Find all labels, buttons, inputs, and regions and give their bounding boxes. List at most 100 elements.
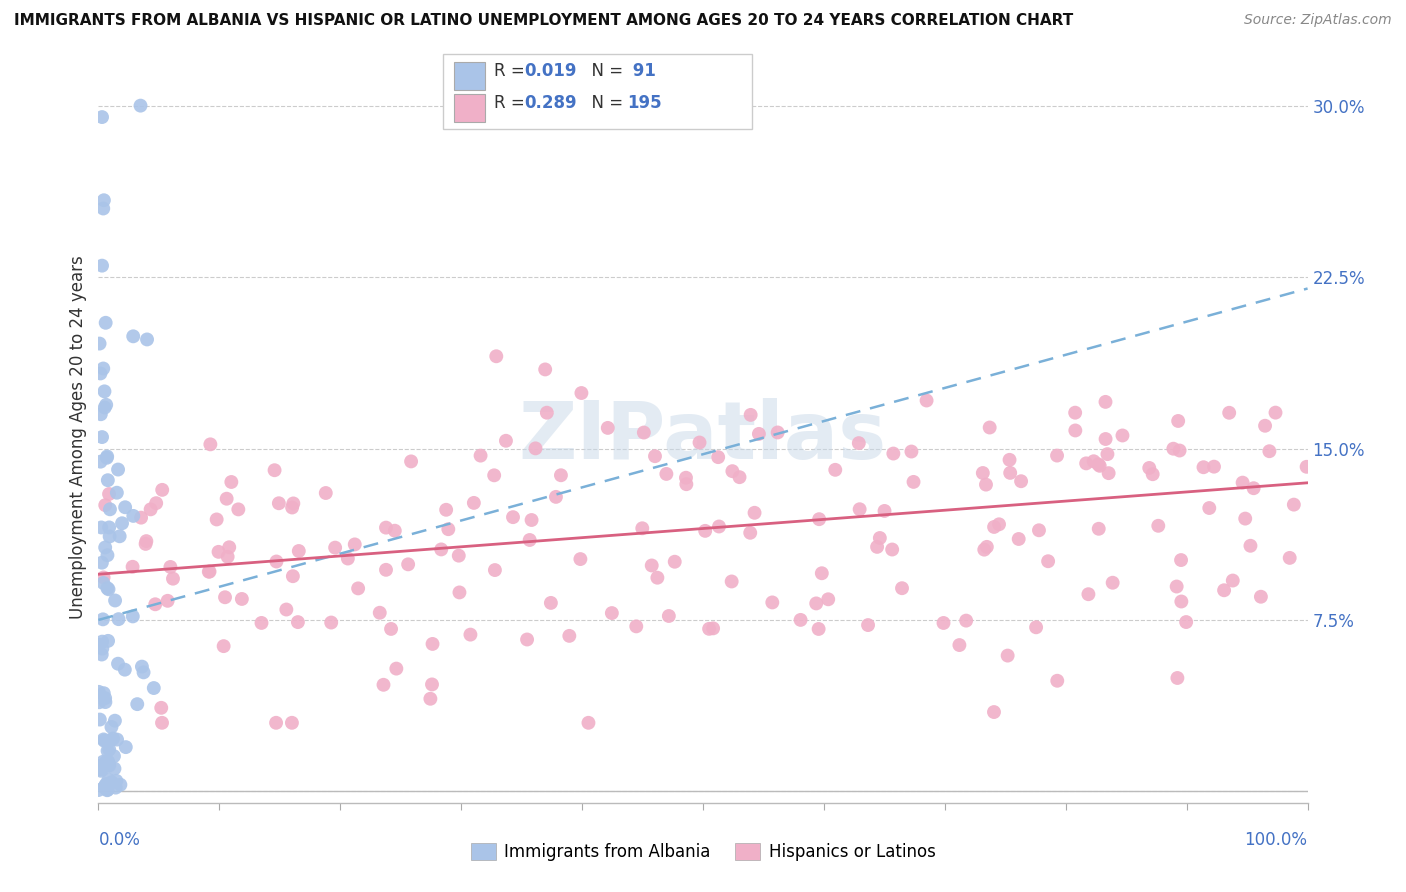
Point: [93, 732, 115, 747]
Point: [336, 551, 359, 566]
Point: [94, 755, 117, 769]
Point: [94, 779, 117, 793]
Point: [231, 591, 253, 606]
Point: [482, 468, 505, 483]
Point: [288, 544, 311, 558]
Point: [100, 775, 122, 789]
Point: [93, 570, 115, 584]
Point: [90, 648, 112, 662]
Point: [93, 576, 115, 591]
Point: [1264, 406, 1286, 420]
Point: [198, 565, 221, 579]
Point: [1008, 532, 1031, 546]
Point: [98, 758, 121, 772]
Point: [972, 466, 994, 480]
Text: 0.019: 0.019: [524, 62, 576, 79]
Point: [697, 622, 720, 636]
Point: [281, 500, 304, 515]
Point: [96, 548, 118, 562]
Point: [973, 542, 995, 557]
Point: [281, 715, 304, 730]
Point: [744, 506, 766, 520]
Point: [1218, 406, 1240, 420]
Point: [89, 336, 111, 351]
Point: [250, 615, 273, 630]
Point: [343, 537, 366, 551]
Point: [647, 571, 669, 585]
Text: R =: R =: [494, 62, 530, 79]
Point: [97, 633, 120, 648]
Point: [988, 517, 1011, 532]
Point: [1101, 575, 1123, 590]
Point: [200, 437, 222, 451]
Point: [104, 780, 127, 795]
Point: [129, 98, 152, 112]
Point: [94, 498, 117, 512]
Point: [569, 552, 592, 566]
Text: Source: ZipAtlas.com: Source: ZipAtlas.com: [1244, 13, 1392, 28]
Text: N =: N =: [581, 94, 628, 112]
Point: [807, 622, 830, 636]
Point: [882, 542, 904, 557]
Point: [91, 202, 114, 216]
Point: [596, 421, 619, 435]
Point: [98, 529, 121, 543]
Point: [215, 491, 238, 506]
Point: [87, 783, 110, 797]
Point: [90, 455, 112, 469]
Point: [806, 596, 828, 610]
Point: [419, 691, 441, 706]
Point: [1168, 443, 1191, 458]
Point: [91, 641, 114, 656]
Point: [434, 503, 457, 517]
Point: [430, 542, 453, 557]
Point: [1147, 518, 1170, 533]
Point: [96, 450, 118, 465]
Point: [1295, 459, 1317, 474]
Point: [1111, 428, 1133, 442]
Point: [1076, 456, 1098, 470]
Point: [997, 648, 1019, 663]
Point: [221, 475, 243, 489]
Point: [689, 435, 711, 450]
Point: [761, 595, 783, 609]
Point: [484, 563, 506, 577]
Point: [150, 483, 173, 497]
Point: [103, 762, 125, 776]
Point: [96, 777, 118, 791]
Point: [287, 615, 309, 629]
Point: [214, 591, 236, 605]
Point: [1083, 454, 1105, 468]
Point: [321, 615, 343, 630]
Point: [101, 731, 124, 746]
Point: [104, 593, 127, 607]
Point: [1170, 553, 1192, 567]
Point: [558, 629, 581, 643]
Point: [107, 612, 129, 626]
Point: [502, 510, 524, 524]
Point: [135, 534, 157, 549]
Point: [655, 467, 678, 481]
Point: [1097, 447, 1119, 461]
Point: [1046, 449, 1069, 463]
Point: [571, 386, 593, 401]
Point: [228, 502, 250, 516]
Point: [811, 566, 834, 581]
Point: [132, 665, 155, 680]
Point: [98, 742, 121, 756]
Point: [110, 778, 132, 792]
Point: [89, 713, 111, 727]
Point: [534, 362, 557, 376]
Point: [1258, 444, 1281, 458]
Point: [217, 549, 239, 564]
Point: [90, 520, 112, 534]
Point: [121, 559, 143, 574]
Point: [281, 569, 304, 583]
Point: [664, 555, 686, 569]
Point: [276, 602, 298, 616]
Point: [1137, 461, 1160, 475]
Point: [422, 637, 444, 651]
Point: [675, 471, 697, 485]
Point: [900, 444, 922, 458]
Point: [740, 408, 762, 422]
